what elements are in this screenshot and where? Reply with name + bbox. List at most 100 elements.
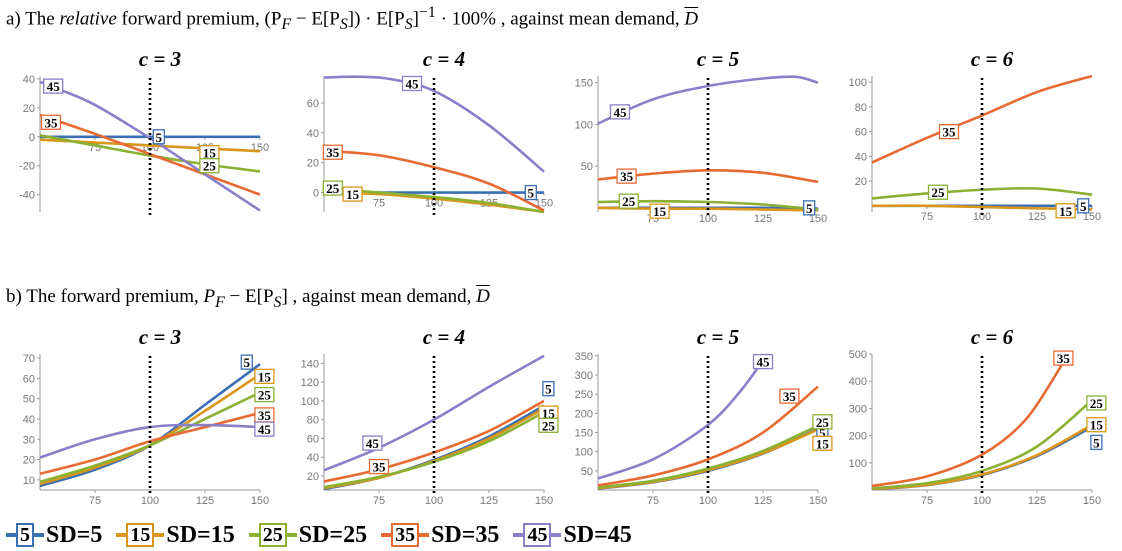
series-line-sd35 [597, 385, 819, 487]
x-tick-label: 100 [973, 211, 991, 223]
x-tick-label: 100 [699, 213, 717, 225]
chart-a-c5: c = 5 75 100 125 150 50 100 150 5 15 25 35 45 [566, 47, 828, 232]
series-label-sd35: 35 [322, 144, 343, 160]
series-label-sd5: 5 [542, 381, 555, 397]
y-tick-label: 20 [23, 103, 35, 115]
series-label-sd45: 45 [254, 421, 275, 437]
series-line-sd45 [597, 353, 769, 480]
svg-text:25: 25 [1090, 396, 1104, 411]
svg-text:35: 35 [783, 389, 797, 404]
series-label-sd15: 15 [254, 368, 275, 384]
chart-b-c5: c = 5 75 100 125 150 50 100 150 200 250 300 350 5 15 2… [566, 325, 833, 510]
row-b-title: b) The forward premium, PF − E[PS] , aga… [6, 286, 490, 311]
y-tick-label: 10 [23, 475, 35, 487]
y-tick-label: 30 [23, 434, 35, 446]
svg-text:45: 45 [366, 436, 380, 451]
y-tick-label: 40 [855, 151, 867, 163]
svg-text:35: 35 [1057, 351, 1071, 366]
x-tick-label: 75 [373, 198, 385, 210]
series-label-sd35: 35 [779, 388, 800, 404]
series-label-sd35: 35 [368, 458, 390, 475]
x-tick-label: 125 [196, 495, 214, 507]
chart-svg: c = 6 75 100 125 150 20 40 60 80 100 5 15 25 35 [849, 47, 1102, 223]
y-tick-label: 300 [575, 370, 593, 382]
series-label-sd25: 25 [538, 417, 559, 433]
y-tick-label: 100 [575, 447, 593, 459]
legend-badge: 25 [258, 523, 287, 547]
svg-text:35: 35 [258, 408, 272, 423]
svg-text:45: 45 [47, 79, 61, 94]
x-tick-label: 150 [809, 495, 827, 507]
y-tick-label: 100 [301, 396, 319, 408]
legend-badge: 15 [126, 523, 155, 547]
svg-text:15: 15 [346, 187, 360, 202]
series-line-sd25 [39, 134, 261, 173]
x-tick-label: 100 [141, 495, 159, 507]
y-tick-label: 40 [307, 452, 319, 464]
y-tick-label: 50 [581, 161, 593, 173]
y-tick-label: -20 [19, 161, 35, 173]
chart-title: c = 6 [971, 47, 1014, 71]
svg-text:35: 35 [45, 115, 59, 130]
chart-a-c6: c = 6 75 100 125 150 20 40 60 80 100 5 15 25 35 [840, 47, 1102, 232]
y-tick-label: 120 [301, 377, 319, 389]
x-tick-label: 150 [535, 198, 553, 210]
legend-label: SD=15 [166, 521, 235, 548]
y-tick-label: -40 [19, 190, 35, 202]
chart-b-c6: c = 6 75 100 125 150 100 200 300 400 500 5 15 25 35 [840, 325, 1107, 510]
chart-title: c = 6 [971, 325, 1014, 349]
series-line-sd25 [871, 399, 1093, 490]
x-tick-label: 75 [921, 495, 933, 507]
svg-text:15: 15 [1059, 204, 1073, 219]
x-tick-label: 125 [1028, 211, 1046, 223]
y-tick-label: 200 [575, 408, 593, 420]
x-tick-label: 150 [251, 495, 269, 507]
series-label-sd25: 25 [322, 180, 343, 196]
x-tick-label: 150 [809, 213, 827, 225]
svg-text:25: 25 [203, 159, 217, 174]
svg-text:45: 45 [406, 76, 420, 91]
legend-label: SD=45 [563, 521, 632, 548]
chart-title: c = 5 [697, 47, 739, 71]
svg-text:25: 25 [622, 194, 636, 209]
series-line-sd35 [871, 361, 1065, 488]
x-tick-label: 150 [535, 495, 553, 507]
series-label-sd35: 35 [254, 407, 275, 423]
chart-title: c = 4 [423, 47, 465, 71]
y-tick-label: 300 [849, 403, 867, 415]
x-tick-label: 125 [754, 495, 772, 507]
x-tick-label: 150 [1083, 211, 1101, 223]
y-tick-label: 100 [849, 458, 867, 470]
svg-text:5: 5 [819, 426, 826, 441]
y-tick-label: 100 [575, 119, 593, 131]
x-tick-label: 125 [1028, 495, 1046, 507]
legend-badge: 5 [16, 523, 34, 547]
chart-b-c3: c = 3 75 100 125 150 10 20 30 40 50 60 70 5 15 25 35 45 [8, 325, 275, 510]
series-label-sd45: 45 [401, 75, 423, 91]
series-label-sd25: 25 [254, 386, 275, 403]
y-tick-label: 200 [849, 431, 867, 443]
svg-text:45: 45 [258, 422, 272, 437]
legend-swatch: 25 [248, 523, 297, 547]
legend-item-sd35: 35 SD=35 [381, 522, 499, 549]
series-label-sd15: 15 [1086, 417, 1107, 433]
series-label-sd5: 5 [152, 129, 165, 145]
y-tick-label: 100 [849, 77, 867, 89]
legend-badge: 45 [523, 523, 552, 547]
legend-swatch: 45 [513, 523, 562, 547]
svg-text:45: 45 [757, 355, 771, 370]
y-tick-label: 350 [575, 351, 593, 363]
series-line-sd35 [871, 74, 1093, 164]
svg-text:25: 25 [816, 415, 830, 430]
x-tick-label: 75 [373, 495, 385, 507]
series-label-sd25: 25 [618, 193, 639, 209]
row-a-title: a) The relative forward premium, (PF − E… [6, 4, 699, 34]
svg-text:5: 5 [244, 355, 251, 370]
x-tick-label: 75 [921, 211, 933, 223]
y-tick-label: 50 [23, 394, 35, 406]
y-tick-label: 500 [849, 349, 867, 361]
chart-svg: c = 6 75 100 125 150 100 200 300 400 500 5 15 25 35 [849, 325, 1107, 507]
